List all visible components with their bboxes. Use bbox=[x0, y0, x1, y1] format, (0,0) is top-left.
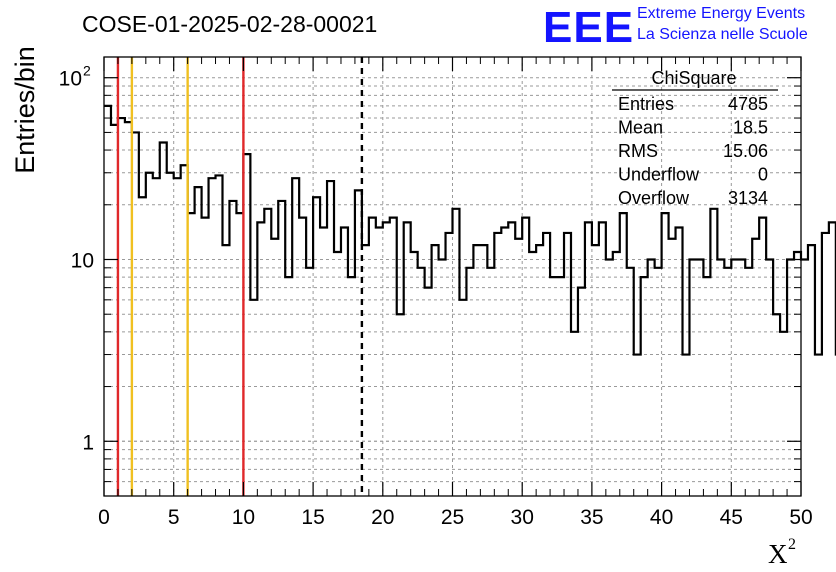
stats-box: ChiSquare Entries 4785 Mean 18.5 RMS 15.06 Und… bbox=[612, 68, 778, 208]
x-tick-label: 45 bbox=[720, 506, 743, 529]
grid bbox=[104, 57, 801, 496]
chart-title: COSE-01-2025-02-28-00021 bbox=[82, 11, 377, 37]
stats-title: ChiSquare bbox=[651, 68, 736, 88]
x-tick-label: 10 bbox=[232, 506, 255, 529]
eee-logo: EEE Extreme Energy Events La Scienza nel… bbox=[543, 3, 808, 52]
logo-mark: EEE bbox=[543, 3, 634, 52]
logo-line-1: Extreme Energy Events bbox=[637, 5, 805, 22]
logo-line-2: La Scienza nelle Scuole bbox=[637, 26, 808, 43]
x-tick-label: 20 bbox=[371, 506, 394, 529]
y-tick-label: 1 bbox=[82, 431, 94, 454]
x-tick-label: 15 bbox=[301, 506, 324, 529]
y-tick-label: 10 bbox=[59, 68, 82, 91]
stats-label: Mean bbox=[618, 118, 663, 138]
x-tick-label: 40 bbox=[650, 506, 673, 529]
stats-label: RMS bbox=[618, 141, 658, 161]
stats-value: 3134 bbox=[728, 188, 768, 208]
histogram-series bbox=[104, 104, 836, 356]
stats-rows: Entries 4785 Mean 18.5 RMS 15.06 Underflow 0 Ove… bbox=[618, 94, 768, 208]
stats-value: 0 bbox=[758, 165, 768, 185]
stats-value: 15.06 bbox=[723, 141, 768, 161]
x-tick-label: 5 bbox=[168, 506, 180, 529]
x-axis-label: X bbox=[768, 539, 788, 569]
x-tick-label: 35 bbox=[580, 506, 603, 529]
x-axis-label-superscript: 2 bbox=[788, 536, 796, 553]
x-tick-label: 50 bbox=[789, 506, 812, 529]
x-tick-label: 0 bbox=[98, 506, 110, 529]
y-tick-label: 10 bbox=[71, 249, 94, 272]
stats-value: 18.5 bbox=[733, 118, 768, 138]
y-tick-label-exponent: 2 bbox=[83, 63, 91, 79]
stats-label: Entries bbox=[618, 94, 674, 114]
stats-label: Overflow bbox=[618, 188, 690, 208]
reference-lines bbox=[116, 57, 364, 496]
histogram bbox=[104, 104, 836, 356]
stats-label: Underflow bbox=[618, 165, 700, 185]
x-tick-label: 25 bbox=[441, 506, 464, 529]
x-tick-label: 30 bbox=[511, 506, 534, 529]
stats-value: 4785 bbox=[728, 94, 768, 114]
y-axis-label: Entries/bin bbox=[10, 46, 40, 174]
